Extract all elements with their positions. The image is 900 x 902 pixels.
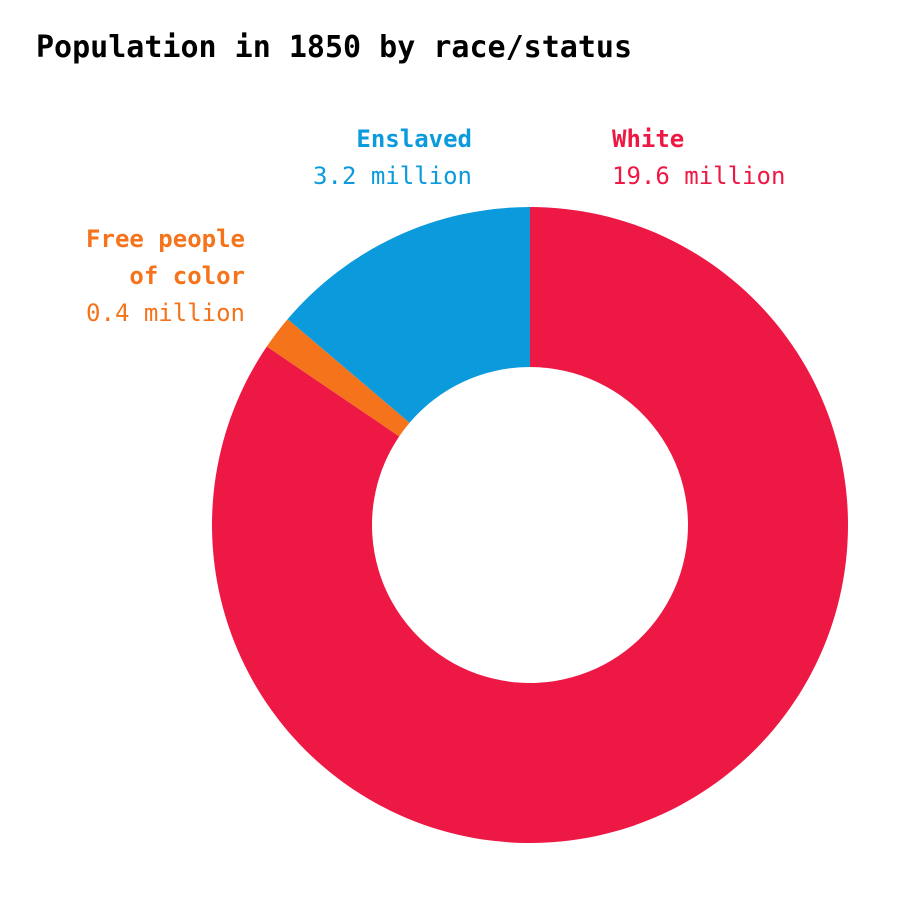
donut-slice <box>211 207 848 844</box>
slice-label: White 19.6 million <box>612 121 872 195</box>
slice-name: Free people of color <box>86 225 245 290</box>
slice-label: Free people of color 0.4 million <box>35 221 245 332</box>
slice-value: 19.6 million <box>612 162 786 190</box>
donut-slice <box>287 207 530 423</box>
chart-title: Population in 1850 by race/status <box>36 30 633 65</box>
slice-label: Enslaved 3.2 million <box>212 121 472 195</box>
slice-value: 0.4 million <box>86 299 245 327</box>
slice-name: Enslaved <box>356 125 472 153</box>
slice-name: White <box>612 125 685 153</box>
slice-value: 3.2 million <box>313 162 472 190</box>
donut-slice <box>266 319 410 437</box>
